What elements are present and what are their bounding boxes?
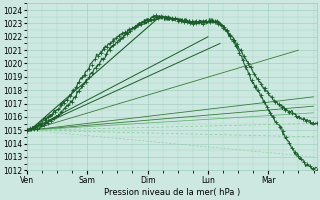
X-axis label: Pression niveau de la mer( hPa ): Pression niveau de la mer( hPa ) — [104, 188, 240, 197]
